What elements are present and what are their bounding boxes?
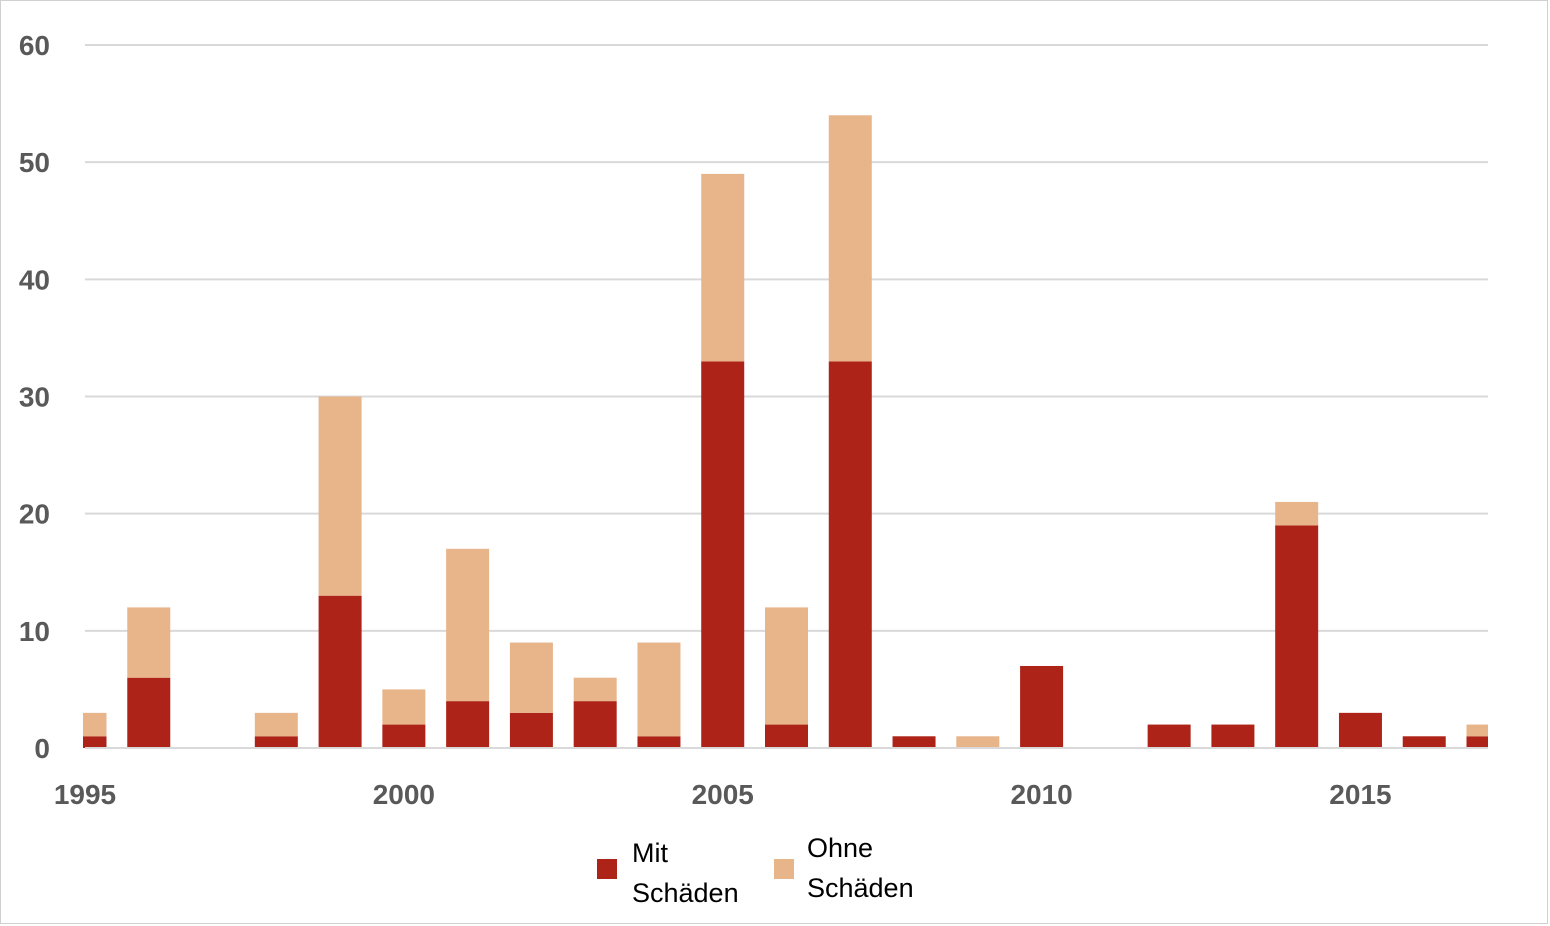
bar-2001-ohne-schaeden [446, 548, 490, 702]
bar-2006-mit-schaeden [765, 724, 808, 748]
bar-2012-mit-schaeden [1147, 724, 1191, 748]
bar-2007-mit-schaeden [828, 361, 872, 748]
legend: Mit Schäden Ohne Schäden [597, 833, 914, 908]
bar-2015-mit-schaeden [1338, 712, 1382, 748]
bar-1995-ohne-schaeden [83, 712, 107, 737]
x-tick-label-2015: 2015 [1329, 779, 1391, 810]
legend-label-mit-line2: Schäden [632, 878, 739, 908]
y-tick-label-40: 40 [19, 264, 50, 295]
y-tick-label-30: 30 [19, 382, 50, 413]
bar-2013-mit-schaeden [1211, 724, 1255, 748]
bar-1995-mit-schaeden [83, 736, 107, 748]
bar-2014-ohne-schaeden [1275, 501, 1319, 526]
bar-2000-ohne-schaeden [382, 689, 426, 725]
legend-label-ohne-line2: Schäden [807, 873, 914, 903]
bar-2014-mit-schaeden [1275, 525, 1319, 748]
bar-2004-ohne-schaeden [637, 642, 681, 737]
bar-2007-ohne-schaeden [828, 115, 872, 362]
bar-2003-mit-schaeden [573, 701, 617, 748]
y-tick-label-0: 0 [34, 733, 50, 764]
bar-2002-ohne-schaeden [509, 642, 553, 713]
bar-2000-mit-schaeden [382, 724, 426, 748]
bar-1996-mit-schaeden [127, 677, 171, 748]
bar-2017-mit-schaeden [1466, 736, 1488, 748]
bar-2001-mit-schaeden [446, 701, 490, 748]
bar-2005-mit-schaeden [701, 361, 745, 748]
legend-swatch-ohne-schaeden [774, 859, 794, 879]
bar-1998-ohne-schaeden [254, 712, 298, 737]
x-tick-label-2010: 2010 [1010, 779, 1072, 810]
bar-2004-mit-schaeden [637, 736, 681, 748]
bar-2003-ohne-schaeden [573, 677, 617, 702]
bar-1999-ohne-schaeden [318, 396, 362, 596]
legend-label-ohne-line1: Ohne [807, 833, 873, 863]
y-tick-label-10: 10 [19, 616, 50, 647]
x-tick-label-2005: 2005 [692, 779, 754, 810]
x-tick-label-2000: 2000 [373, 779, 435, 810]
bar-2006-ohne-schaeden [765, 607, 808, 725]
y-tick-label-20: 20 [19, 499, 50, 530]
bar-1999-mit-schaeden [318, 595, 362, 748]
bar-2009-ohne-schaeden [956, 736, 1000, 748]
x-tick-label-1995: 1995 [54, 779, 116, 810]
legend-swatch-mit-schaeden [597, 859, 617, 879]
bar-1998-mit-schaeden [254, 736, 298, 748]
bar-2016-mit-schaeden [1402, 736, 1446, 748]
bar-1996-ohne-schaeden [127, 607, 171, 678]
y-axis-tick-labels: 0 10 20 30 40 50 60 [19, 30, 50, 764]
bar-2017-ohne-schaeden [1466, 724, 1488, 737]
bar-2010-mit-schaeden [1020, 665, 1064, 748]
x-axis-tick-labels: 1995 2000 2005 2010 2015 [54, 779, 1392, 810]
y-tick-label-60: 60 [19, 30, 50, 61]
bar-2008-mit-schaeden [892, 736, 936, 748]
bar-2005-ohne-schaeden [701, 173, 745, 362]
bars [83, 115, 1488, 748]
bar-2002-mit-schaeden [509, 712, 553, 748]
legend-label-mit-line1: Mit [632, 838, 668, 868]
y-tick-label-50: 50 [19, 147, 50, 178]
